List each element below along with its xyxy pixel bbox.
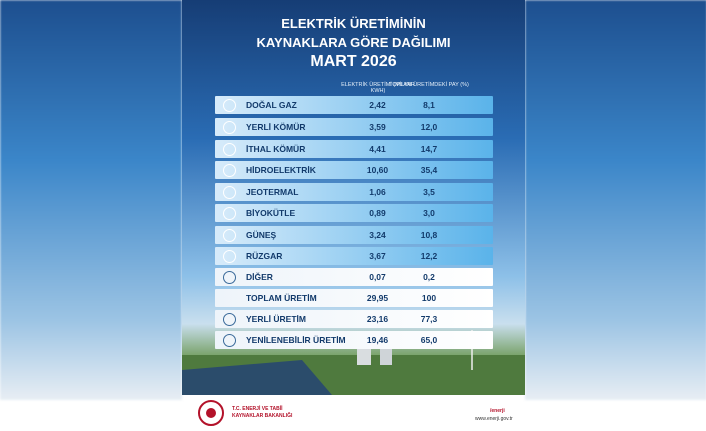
production-value: 3,59 [369,122,386,132]
share-value: 14,7 [420,144,438,154]
share-value: 10,8 [420,230,438,240]
table-row: YERLİ KÖMÜR 3,59 12,0 [215,118,493,136]
table-row: DİĞER 0,07 0,2 [215,268,493,286]
column-header: ELEKTRİK ÜRETİMİ (MİLYAR KWH) [341,82,415,94]
row-icon [223,249,236,263]
table-row: HİDROELEKTRİK 10,60 35,4 [215,161,493,179]
production-value: 23,16 [366,314,389,324]
row-icon [223,142,236,156]
share-value: 3,0 [423,208,435,218]
table-row: JEOTERMAL 1,06 3,5 [215,183,493,201]
source-name: HİDROELEKTRİK [246,165,316,175]
table-row: DOĞAL GAZ 2,42 8,1 [215,96,493,114]
row-icon [223,270,236,284]
row-icon [223,120,236,134]
row-icon [223,333,236,347]
title-line: MART 2026 [310,53,397,70]
source-name: DİĞER [246,272,273,282]
website: www.enerji.gov.tr [475,416,513,422]
source-name: DOĞAL GAZ [246,100,297,110]
share-value: 0,2 [423,272,435,282]
production-value: 1,06 [369,187,386,197]
table-row: YERLİ ÜRETİM 23,16 77,3 [215,310,493,328]
table-row: RÜZGAR 3,67 12,2 [215,247,493,265]
share-value: 77,3 [420,314,438,324]
source-name: YERLİ ÜRETİM [246,314,306,324]
table-row: YENİLENEBİLİR ÜRETİM 19,46 65,0 [215,331,493,349]
share-value: 100 [421,293,437,303]
ministry-name: T.C. ENERJİ VE TABİİ [232,406,283,412]
production-value: 0,89 [369,208,386,218]
production-value: 10,60 [366,165,389,175]
ministry-logo [198,400,224,426]
share-value: 3,5 [423,187,435,197]
table-row: GÜNEŞ 3,24 10,8 [215,226,493,244]
row-icon [223,185,236,199]
source-name: TOPLAM ÜRETİM [246,293,317,303]
production-value: 4,41 [369,144,386,154]
production-value: 3,67 [369,251,386,261]
row-icon [223,228,236,242]
table-row: TOPLAM ÜRETİM 29,95 100 [215,289,493,307]
ministry-name: KAYNAKLAR BAKANLIĞI [232,413,293,419]
title-line: ELEKTRİK ÜRETİMİNİN [281,16,426,31]
production-value: 3,24 [369,230,386,240]
production-value: 19,46 [366,335,389,345]
blurred-background [0,0,182,400]
share-value: 12,0 [420,122,438,132]
share-value: 8,1 [423,100,435,110]
table-row: BİYOKÜTLE 0,89 3,0 [215,204,493,222]
blurred-background [525,0,706,400]
production-value: 2,42 [369,100,386,110]
social-handle: /enerji [490,408,505,414]
source-name: GÜNEŞ [246,230,277,240]
production-value: 29,95 [366,293,389,303]
source-name: BİYOKÜTLE [246,208,296,218]
source-name: YENİLENEBİLİR ÜRETİM [246,335,346,345]
share-value: 35,4 [420,165,438,175]
source-name: JEOTERMAL [246,187,299,197]
share-value: 65,0 [420,335,438,345]
row-icon [223,98,236,112]
row-icon [223,163,236,177]
source-name: RÜZGAR [246,251,283,261]
column-header: TOPLAM ÜRETİMDEKİ PAY (%) [389,82,469,88]
production-value: 0,07 [369,272,386,282]
share-value: 12,2 [420,251,438,261]
row-icon [223,206,236,220]
row-icon [223,312,236,326]
source-name: YERLİ KÖMÜR [246,122,306,132]
source-name: İTHAL KÖMÜR [246,144,306,154]
title-line: KAYNAKLARA GÖRE DAĞILIMI [256,35,451,50]
table-row: İTHAL KÖMÜR 4,41 14,7 [215,140,493,158]
